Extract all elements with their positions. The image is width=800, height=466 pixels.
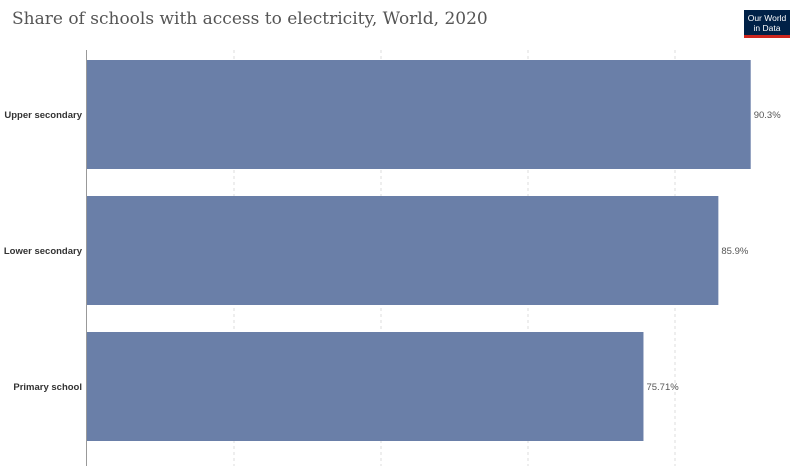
owid-logo[interactable]: Our World in Data xyxy=(744,10,790,38)
bar-lower-secondary[interactable] xyxy=(87,196,719,305)
chart-title: Share of schools with access to electric… xyxy=(12,9,488,29)
value-label: 90.3% xyxy=(754,110,781,121)
labels: Upper secondary 90.3% Lower secondary 85.9%… xyxy=(4,110,781,393)
bars xyxy=(87,60,751,441)
value-label: 75.71% xyxy=(646,382,679,393)
logo-line-2: in Data xyxy=(753,23,781,33)
logo-accent-bar xyxy=(744,35,790,38)
bar-primary-school[interactable] xyxy=(87,332,644,441)
category-label: Lower secondary xyxy=(4,246,83,257)
category-label: Primary school xyxy=(13,382,82,393)
logo-line-1: Our World xyxy=(747,13,787,23)
bar-upper-secondary[interactable] xyxy=(87,60,751,169)
value-label: 85.9% xyxy=(721,246,748,257)
category-label: Upper secondary xyxy=(4,110,82,121)
